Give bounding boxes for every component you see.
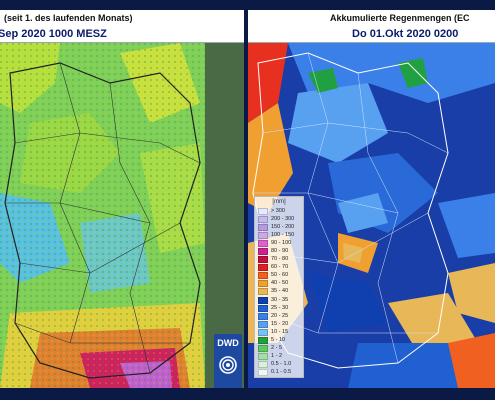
dwd-logo-text: DWD (217, 338, 239, 348)
legend-swatch (258, 207, 268, 215)
legend-label: 2 - 5 (271, 345, 283, 352)
legend-label: 50 - 60 (271, 272, 289, 279)
legend-swatch (258, 328, 268, 336)
legend-swatch (258, 296, 268, 304)
legend-swatch (258, 256, 268, 264)
right-panel-title-line1: Akkumulierte Regenmengen (EC (248, 10, 495, 27)
legend-label: 15 - 20 (271, 320, 289, 327)
legend-swatch (258, 345, 268, 353)
legend-swatch (258, 280, 268, 288)
bottom-frame-bar (0, 388, 495, 400)
legend-label: 150 - 200 (271, 223, 295, 230)
legend-swatch (258, 304, 268, 312)
legend-item: 20 - 25 (255, 312, 303, 320)
left-panel-title-line1: (seit 1. des laufenden Monats) (0, 10, 244, 27)
legend-item: 50 - 60 (255, 272, 303, 280)
legend-label: 1 - 2 (271, 353, 283, 360)
legend-label: 70 - 80 (271, 256, 289, 263)
precipitation-legend: [mm] > 300 200 - 300 150 - 200 100 - 150 90 … (254, 196, 304, 378)
legend-swatch (258, 264, 268, 272)
legend-label: 0.5 - 1.0 (271, 361, 292, 368)
legend-item: 35 - 40 (255, 288, 303, 296)
top-frame-bar (0, 0, 495, 10)
legend-label: 200 - 300 (271, 215, 295, 222)
legend-item: 80 - 90 (255, 247, 303, 256)
legend-item: 70 - 80 (255, 256, 303, 264)
legend-item: 150 - 200 (255, 223, 303, 231)
legend-label: 10 - 15 (271, 328, 289, 335)
legend-swatch (258, 353, 268, 361)
legend-swatch (258, 369, 268, 377)
legend-item: 10 - 15 (255, 328, 303, 336)
radar-precipitation-map (0, 43, 244, 388)
legend-swatch (258, 248, 268, 256)
legend-label: 40 - 50 (271, 280, 289, 287)
left-panel-title-line2: Sep 2020 1000 MESZ (0, 26, 244, 43)
dwd-logo: DWD (214, 334, 242, 388)
legend-label: 30 - 35 (271, 296, 289, 303)
legend-label: > 300 (271, 207, 285, 214)
legend-swatch (258, 239, 268, 247)
legend-title: [mm] (272, 199, 286, 205)
legend-label: 60 - 70 (271, 264, 289, 271)
legend-item: 30 - 35 (255, 296, 303, 304)
legend-swatch (258, 231, 268, 239)
legend-item: 15 - 20 (255, 320, 303, 328)
dwd-swirl-icon (219, 356, 237, 374)
legend-item: 0.5 - 1.0 (255, 361, 303, 369)
legend-swatch (258, 288, 268, 296)
legend-swatch (258, 312, 268, 320)
left-map-panel: (seit 1. des laufenden Monats) Sep 2020 … (0, 10, 244, 388)
legend-label: 35 - 40 (271, 288, 289, 295)
legend-label: 25 - 30 (271, 304, 289, 311)
legend-label: 5 - 10 (271, 337, 286, 344)
panel-divider (244, 10, 248, 388)
legend-swatch (258, 337, 268, 345)
legend-item: 200 - 300 (255, 215, 303, 223)
legend-label: 0.1 - 0.5 (271, 369, 292, 376)
legend-item: 40 - 50 (255, 280, 303, 288)
legend-item: 1 - 2 (255, 353, 303, 361)
legend-label: 80 - 90 (271, 248, 289, 255)
legend-item: 100 - 150 (255, 231, 303, 239)
legend-swatch (258, 272, 268, 280)
legend-label: 20 - 25 (271, 312, 289, 319)
legend-label: 100 - 150 (271, 231, 295, 238)
legend-item: 90 - 100 (255, 239, 303, 247)
legend-label: 90 - 100 (271, 239, 292, 246)
legend-item: 25 - 30 (255, 304, 303, 312)
legend-item: > 300 (255, 207, 303, 215)
legend-swatch (258, 223, 268, 231)
right-panel-title-line2: Do 01.Okt 2020 0200 (248, 26, 495, 43)
legend-item: 5 - 10 (255, 337, 303, 345)
right-map-panel: Akkumulierte Regenmengen (EC Do 01.Okt 2… (248, 10, 495, 388)
legend-item: 0.1 - 0.5 (255, 369, 303, 377)
legend-rows: > 300 200 - 300 150 - 200 100 - 150 90 - 100… (255, 207, 303, 377)
legend-item: 2 - 5 (255, 345, 303, 353)
legend-swatch (258, 215, 268, 223)
legend-item: 60 - 70 (255, 264, 303, 272)
legend-swatch (258, 320, 268, 328)
legend-swatch (258, 361, 268, 369)
